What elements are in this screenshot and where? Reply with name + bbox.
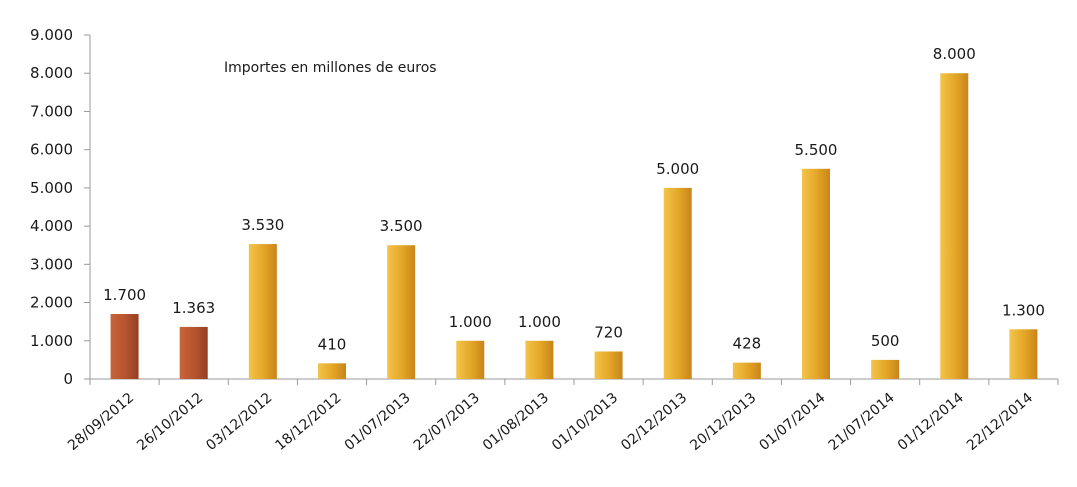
bar-value-label: 500 — [871, 332, 900, 350]
bar — [525, 340, 554, 379]
x-category-label: 01/07/2013 — [342, 390, 414, 454]
y-tick-label: 3.000 — [30, 255, 73, 273]
bar — [732, 362, 761, 379]
bar-value-label: 1.000 — [518, 313, 561, 331]
y-tick-label: 9.000 — [30, 26, 73, 44]
bar — [802, 168, 830, 379]
bar — [456, 340, 485, 379]
bar-value-label: 1.363 — [172, 299, 215, 317]
bar — [110, 314, 139, 379]
bar-value-label: 410 — [318, 335, 347, 353]
y-tick-label: 8.000 — [30, 64, 73, 82]
x-category-label: 03/12/2012 — [203, 390, 275, 454]
bar — [387, 245, 416, 379]
x-category-label: 28/09/2012 — [65, 390, 137, 454]
bar-value-label: 5.000 — [656, 160, 699, 178]
bars — [110, 73, 1038, 379]
bar — [1009, 329, 1038, 379]
y-tick-label: 6.000 — [30, 141, 73, 159]
bar-value-label: 720 — [594, 323, 623, 341]
bar-value-label: 428 — [733, 335, 762, 353]
x-category-label: 22/12/2014 — [964, 390, 1036, 454]
bar-value-label: 3.500 — [380, 217, 423, 235]
labels: 1.700 28/09/2012 1.363 26/10/2012 3.530 03/12… — [65, 45, 1045, 454]
y-tick-label: 5.000 — [30, 179, 73, 197]
bar-value-label: 3.530 — [241, 216, 284, 234]
bar — [179, 326, 208, 379]
y-tick-label: 1.000 — [30, 332, 73, 350]
bar-value-label: 1.000 — [449, 313, 492, 331]
bar — [940, 73, 969, 379]
x-category-label: 26/10/2012 — [134, 390, 206, 454]
y-tick-label: 4.000 — [30, 217, 73, 235]
x-category-label: 18/12/2012 — [272, 390, 344, 454]
x-category-label: 01/10/2013 — [549, 390, 621, 454]
bar-value-label: 5.500 — [795, 141, 838, 159]
axes: 0 1.000 2.000 3.000 4.000 5.000 6.000 7.000 8.00… — [30, 26, 1059, 388]
bar — [871, 359, 900, 379]
bar — [248, 244, 277, 379]
bar-value-label: 1.700 — [103, 286, 146, 304]
x-category-label: 22/07/2013 — [411, 390, 483, 454]
x-category-label: 01/08/2013 — [480, 390, 552, 454]
bar — [318, 363, 346, 379]
y-tick-label: 2.000 — [30, 294, 73, 312]
bar — [594, 351, 623, 379]
y-tick-label: 0 — [63, 370, 73, 388]
x-category-label: 21/07/2014 — [826, 390, 898, 454]
bar — [663, 187, 692, 379]
chart-annotation: Importes en millones de euros — [224, 60, 437, 76]
x-category-label: 20/12/2013 — [687, 390, 759, 454]
x-category-label: 01/07/2014 — [756, 390, 828, 454]
x-category-label: 01/12/2014 — [895, 390, 967, 454]
bar-value-label: 1.300 — [1002, 301, 1045, 319]
x-category-label: 02/12/2013 — [618, 390, 690, 454]
bar-value-label: 8.000 — [933, 45, 976, 63]
y-tick-label: 7.000 — [30, 102, 73, 120]
